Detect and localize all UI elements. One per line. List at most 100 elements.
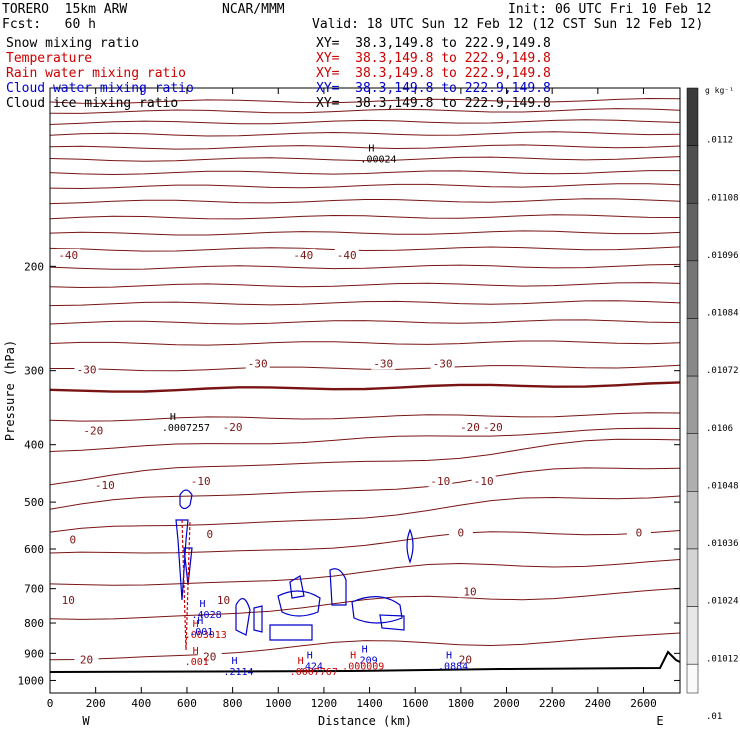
colorbar-segment — [686, 606, 699, 665]
max-value-label: .000009 — [342, 662, 384, 673]
colorbar-segment — [686, 548, 699, 607]
x-tick-label: 200 — [86, 697, 106, 710]
colorbar-tick-label: .0106 — [706, 424, 733, 434]
isotherm-label-bg — [458, 421, 482, 434]
isotherm-line — [49, 412, 681, 422]
cloud-water-contour — [379, 614, 405, 631]
isotherm-line — [49, 587, 681, 620]
max-marker-h: H — [193, 619, 199, 630]
y-axis-title: Pressure (hPa) — [3, 340, 17, 441]
isotherm-label-bg — [74, 363, 99, 376]
y-tick-label: 300 — [24, 365, 44, 378]
colorbar-segment — [686, 87, 699, 146]
max-value-label: .424 — [299, 662, 323, 673]
field-snow-label: Snow mixing ratio — [6, 36, 140, 51]
isotherm-label-bg — [334, 248, 359, 261]
isotherm-label-bg — [626, 526, 651, 539]
valid-time: Valid: 18 UTC Sun 12 Feb 12 (12 CST Sun … — [312, 17, 704, 32]
center-label: NCAR/MMM — [222, 2, 285, 17]
isotherm-label-bg — [245, 357, 270, 370]
max-marker-h: H — [368, 143, 374, 154]
max-value-label: .0884 — [438, 662, 468, 673]
colorbar-segment — [686, 260, 699, 319]
max-value-label: .4028 — [192, 610, 222, 621]
isotherm-line — [49, 131, 681, 137]
isotherm-line — [49, 467, 681, 510]
max-value-label: .003013 — [185, 630, 227, 641]
rain-water-contour — [181, 519, 191, 651]
isotherm-label: -20 — [483, 421, 503, 434]
max-marker-h: H — [170, 412, 176, 423]
y-tick-label: 600 — [24, 543, 44, 556]
max-marker-h: H — [193, 646, 199, 657]
isotherm-label-bg — [448, 526, 473, 539]
isotherm-label-bg — [211, 594, 236, 607]
isotherm-line — [49, 495, 681, 533]
isotherm-label-bg — [92, 479, 117, 492]
x-tick-label: 1000 — [265, 697, 292, 710]
colorbar-segment — [686, 145, 699, 204]
isotherm-label-bg — [428, 474, 453, 487]
isotherm-label-bg — [74, 653, 99, 666]
isotherm-label: -40 — [293, 249, 313, 262]
max-marker-h: H — [231, 656, 237, 667]
colorbar-tick-label: .01 — [706, 712, 722, 722]
colorbar-tick-label: .01024 — [706, 597, 739, 607]
isotherm-label: 0 — [636, 527, 643, 540]
x-tick-label: 1200 — [311, 697, 338, 710]
isotherm-label: 0 — [206, 528, 213, 541]
isotherm-label: -40 — [58, 249, 78, 262]
isotherm-label-bg — [371, 357, 396, 370]
isotherm-label: 20 — [459, 653, 472, 666]
isotherm-label-bg — [81, 424, 106, 437]
isotherm-label-bg — [188, 474, 213, 487]
isotherm-label: -10 — [430, 475, 450, 488]
max-marker-h: H — [298, 656, 304, 667]
colorbar-tick-label: .01012 — [706, 654, 739, 664]
cloud-water-contour — [235, 598, 251, 636]
cloud-water-contour — [277, 590, 321, 617]
x-tick-label: 2200 — [539, 697, 566, 710]
colorbar-tick-label: .01036 — [706, 539, 739, 549]
y-tick-label: 1000 — [18, 674, 45, 687]
x-tick-label: 0 — [47, 697, 54, 710]
cloud-water-contour — [406, 528, 414, 564]
cloud-water-contour — [269, 624, 313, 641]
max-value-label: .209 — [354, 655, 378, 666]
colorbar-segment — [686, 491, 699, 550]
isotherm-label: -20 — [460, 421, 480, 434]
x-tick-label: 1400 — [356, 697, 383, 710]
field-snow-xy: XY= 38.3,149.8 to 222.9,149.8 — [316, 36, 551, 51]
isotherm-line — [49, 246, 681, 252]
isotherm-label: -10 — [474, 475, 494, 488]
isotherm-line — [49, 319, 681, 325]
isotherm-label-bg — [430, 357, 455, 370]
terrain-line — [49, 650, 681, 673]
isotherm-line — [49, 340, 681, 346]
isotherm-label: -20 — [83, 424, 103, 437]
max-marker-h: H — [307, 651, 313, 662]
field-temperature-xy: XY= 38.3,149.8 to 222.9,149.8 — [316, 51, 551, 66]
x-tick-label: 600 — [177, 697, 197, 710]
isotherm-line — [49, 282, 681, 289]
isotherm-label-bg — [60, 533, 85, 546]
field-temperature-label: Temperature — [6, 51, 93, 66]
colorbar-tick-label: .01048 — [706, 481, 739, 491]
colorbar-segment — [686, 663, 699, 694]
max-marker-h: H — [446, 651, 452, 662]
cloud-water-contour — [253, 605, 263, 633]
colorbar-segment — [686, 433, 699, 492]
isotherm-label-bg — [197, 650, 222, 663]
field-cloudice-label: Cloud ice mixing ratio — [6, 96, 179, 111]
isotherm-line — [49, 263, 681, 270]
y-tick-label: 900 — [24, 647, 44, 660]
isotherm-label: 20 — [80, 653, 93, 666]
isotherm-label-bg — [197, 527, 222, 540]
x-tick-label: 1600 — [402, 697, 429, 710]
isotherm-label-bg — [291, 248, 316, 261]
isotherm-line — [49, 381, 681, 393]
isotherm-label: -10 — [95, 479, 115, 492]
field-cloudwater-xy: XY= 38.3,149.8 to 222.9,149.8 — [316, 81, 551, 96]
cloud-water-contour — [179, 489, 193, 510]
field-cloudice-xy: XY= 38.3,149.8 to 222.9,149.8 — [316, 96, 551, 111]
